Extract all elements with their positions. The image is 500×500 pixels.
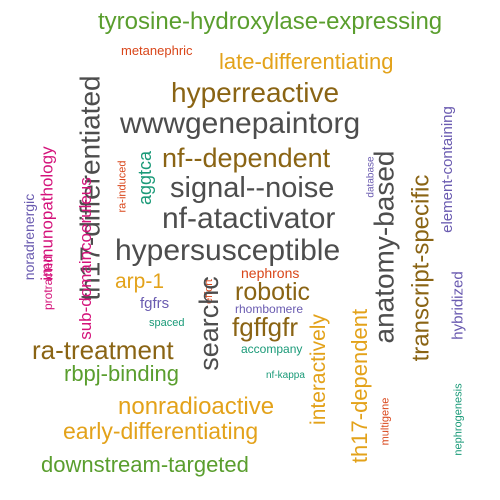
word-accompany: accompany bbox=[241, 342, 303, 356]
word-multigene: multigene bbox=[379, 397, 392, 446]
word-downstream-targeted: downstream-targeted bbox=[41, 452, 249, 477]
word-wwwgenepaintorg: wwwgenepaintorg bbox=[120, 107, 361, 140]
word-nf-kappa: nf-kappa bbox=[266, 370, 305, 381]
word-late-differentiating: late-differentiating bbox=[219, 49, 394, 74]
word-sub-domaincoeruleus: sub-domaincoeruleus bbox=[75, 177, 95, 340]
word-metanephric: metanephric bbox=[121, 43, 193, 58]
word-th17-dependent: th17-dependent bbox=[347, 308, 373, 464]
word-hyperreactive: hyperreactive bbox=[171, 77, 340, 108]
word-interactively: interactively bbox=[306, 314, 330, 425]
word-ra-induced: ra-induced bbox=[116, 160, 129, 213]
word-fgffgfr: fgffgfr bbox=[232, 312, 299, 342]
word-arp-1: arp-1 bbox=[115, 270, 165, 293]
word-transcript-specific: transcript-specific bbox=[407, 174, 435, 362]
word-nephrogenesis: nephrogenesis bbox=[452, 383, 465, 456]
word-noradrenergic: noradrenergic bbox=[21, 193, 38, 281]
word-spaced: spaced bbox=[149, 317, 185, 329]
word-nephrons: nephrons bbox=[241, 265, 300, 281]
word-robotic: robotic bbox=[235, 278, 311, 306]
word-rhombomere: rhombomere bbox=[235, 302, 304, 316]
word-ra-treatment: ra-treatment bbox=[32, 335, 174, 365]
word-database: database bbox=[365, 156, 377, 198]
word-nf-atactivator: nf-atactivator bbox=[162, 202, 336, 235]
word-tyrosine-hydroxylase-expressing: tyrosine-hydroxylase-expressing bbox=[98, 8, 443, 35]
word-hypersusceptible: hypersusceptible bbox=[115, 234, 341, 267]
word-rbpj-binding: rbpj-binding bbox=[64, 361, 179, 386]
word-protracted: protracted bbox=[41, 255, 56, 311]
word-early-differentiating: early-differentiating bbox=[63, 418, 259, 444]
word-signal-noise: signal--noise bbox=[170, 172, 335, 204]
word-nf-dependent: nf--dependent bbox=[162, 143, 331, 173]
word-hybridized: hybridized bbox=[449, 271, 467, 340]
word-aggtca: aggtca bbox=[135, 150, 156, 206]
word-element-containing: element-containing bbox=[438, 106, 456, 233]
word-fgfrs: fgfrs bbox=[140, 295, 170, 312]
word-nonradioactive: nonradioactive bbox=[118, 393, 275, 420]
word-searchc: searchc bbox=[193, 276, 224, 371]
